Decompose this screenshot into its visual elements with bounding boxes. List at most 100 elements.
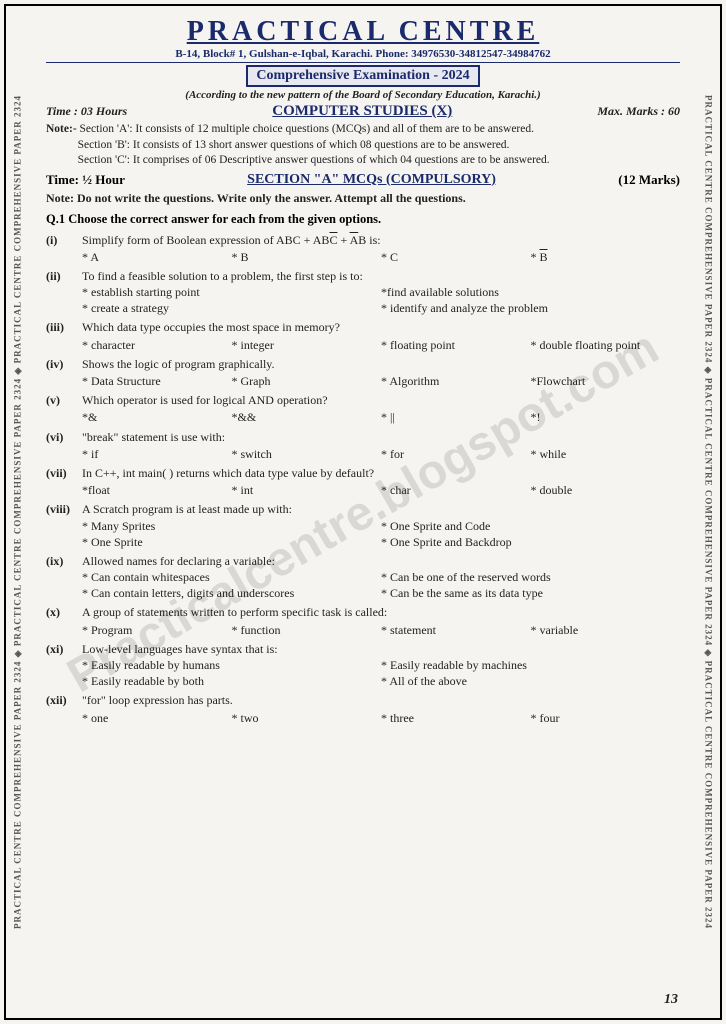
section-a-header: Time: ½ Hour SECTION "A" MCQs (COMPULSOR… (46, 172, 680, 188)
opt: * Easily readable by machines (381, 657, 680, 673)
note-a: Section 'A': It consists of 12 multiple … (80, 123, 534, 135)
left-margin-text: PRACTICAL CENTRE COMPREHENSIVE PAPER 232… (13, 12, 24, 1012)
question-iv: (iv) Shows the logic of program graphica… (46, 356, 680, 389)
opt: * A (82, 249, 232, 265)
q1-heading: Q.1 Choose the correct answer for each f… (46, 212, 680, 227)
section-notes: Note:- Section 'A': It consists of 12 mu… (46, 122, 680, 169)
section-a-title: SECTION "A" MCQs (COMPULSORY) (247, 172, 496, 188)
section-a-instruction: Note: Do not write the questions. Write … (46, 191, 680, 206)
opt: * while (531, 446, 681, 462)
opt: * one (82, 710, 232, 726)
q-num: (iv) (46, 356, 76, 372)
opt: * double (531, 482, 681, 498)
max-marks: Max. Marks : 60 (597, 104, 680, 119)
opt: * two (232, 710, 382, 726)
q-text: Which operator is used for logical AND o… (82, 392, 680, 408)
opt: * Data Structure (82, 373, 232, 389)
q-num: (v) (46, 392, 76, 408)
opt: * three (381, 710, 531, 726)
q-text: Low-level languages have syntax that is: (82, 641, 680, 657)
opt: *float (82, 482, 232, 498)
question-vii: (vii) In C++, int main( ) returns which … (46, 465, 680, 498)
opt: * if (82, 446, 232, 462)
opt: *Flowchart (531, 373, 681, 389)
opt: * Easily readable by humans (82, 657, 381, 673)
opt: * Easily readable by both (82, 673, 381, 689)
q-text: A Scratch program is at least made up wi… (82, 501, 680, 517)
q-text: Shows the logic of program graphically. (82, 356, 680, 372)
opt: * switch (232, 446, 382, 462)
opt: * establish starting point (82, 284, 381, 300)
opt: * One Sprite and Code (381, 518, 680, 534)
section-a-marks: (12 Marks) (618, 172, 680, 188)
meta-row: Time : 03 Hours COMPUTER STUDIES (X) Max… (46, 103, 680, 120)
note-b: Section 'B': It consists of 13 short ans… (78, 139, 510, 151)
opt: * Can contain whitespaces (82, 569, 381, 585)
subject-title: COMPUTER STUDIES (X) (272, 103, 452, 120)
question-viii: (viii) A Scratch program is at least mad… (46, 501, 680, 550)
opt: *! (531, 409, 681, 425)
page-content: PRACTICAL CENTRE B-14, Block# 1, Gulshan… (32, 10, 694, 1014)
opt: * All of the above (381, 673, 680, 689)
q-text: "break" statement is use with: (82, 429, 680, 445)
opt: * B (232, 249, 382, 265)
opt: * Can be one of the reserved words (381, 569, 680, 585)
q-num: (i) (46, 232, 76, 248)
q-text: A group of statements written to perform… (82, 604, 680, 620)
question-ii: (ii) To find a feasible solution to a pr… (46, 268, 680, 317)
opt: * create a strategy (82, 300, 381, 316)
opt: * variable (531, 622, 681, 638)
q-text: In C++, int main( ) returns which data t… (82, 465, 680, 481)
note-label: Note:- (46, 123, 77, 135)
opt: * double floating point (531, 337, 681, 353)
opt: * || (381, 409, 531, 425)
opt: * Program (82, 622, 232, 638)
opt: * statement (381, 622, 531, 638)
opt: * Can contain letters, digits and unders… (82, 585, 381, 601)
q-text: Allowed names for declaring a variable: (82, 553, 680, 569)
opt: * function (232, 622, 382, 638)
pattern-note: (According to the new pattern of the Boa… (46, 89, 680, 101)
q-num: (vi) (46, 429, 76, 445)
q-num: (viii) (46, 501, 76, 517)
q-num: (vii) (46, 465, 76, 481)
question-vi: (vi) "break" statement is use with: * if… (46, 429, 680, 462)
opt: * One Sprite (82, 534, 381, 550)
opt: *&& (232, 409, 382, 425)
opt: *& (82, 409, 232, 425)
question-i: (i) Simplify form of Boolean expression … (46, 232, 680, 265)
question-v: (v) Which operator is used for logical A… (46, 392, 680, 425)
page-number: 13 (664, 992, 678, 1008)
institute-title: PRACTICAL CENTRE (46, 16, 680, 48)
opt: * Algorithm (381, 373, 531, 389)
total-time: Time : 03 Hours (46, 104, 127, 119)
question-xi: (xi) Low-level languages have syntax tha… (46, 641, 680, 690)
q-num: (iii) (46, 319, 76, 335)
q-num: (ix) (46, 553, 76, 569)
opt: * identify and analyze the problem (381, 300, 680, 316)
opt: *find available solutions (381, 284, 680, 300)
q-text: To find a feasible solution to a problem… (82, 268, 680, 284)
q-num: (xi) (46, 641, 76, 657)
opt: * C (381, 249, 531, 265)
q-text: Which data type occupies the most space … (82, 319, 680, 335)
question-iii: (iii) Which data type occupies the most … (46, 319, 680, 352)
note-c: Section 'C': It comprises of 06 Descript… (78, 154, 550, 166)
exam-title-box: Comprehensive Examination - 2024 (46, 65, 680, 87)
section-a-time: Time: ½ Hour (46, 172, 125, 188)
right-margin-text: PRACTICAL CENTRE COMPREHENSIVE PAPER 232… (703, 12, 714, 1012)
opt: * Can be the same as its data type (381, 585, 680, 601)
opt: * int (232, 482, 382, 498)
opt: * character (82, 337, 232, 353)
opt: * integer (232, 337, 382, 353)
q-text: "for" loop expression has parts. (82, 692, 680, 708)
institute-address: B-14, Block# 1, Gulshan-e-Iqbal, Karachi… (46, 48, 680, 63)
q-num: (x) (46, 604, 76, 620)
q-text: Simplify form of Boolean expression of A… (82, 232, 680, 248)
q-num: (xii) (46, 692, 76, 708)
opt: * Graph (232, 373, 382, 389)
opt: * floating point (381, 337, 531, 353)
opt: * char (381, 482, 531, 498)
opt: * One Sprite and Backdrop (381, 534, 680, 550)
question-x: (x) A group of statements written to per… (46, 604, 680, 637)
